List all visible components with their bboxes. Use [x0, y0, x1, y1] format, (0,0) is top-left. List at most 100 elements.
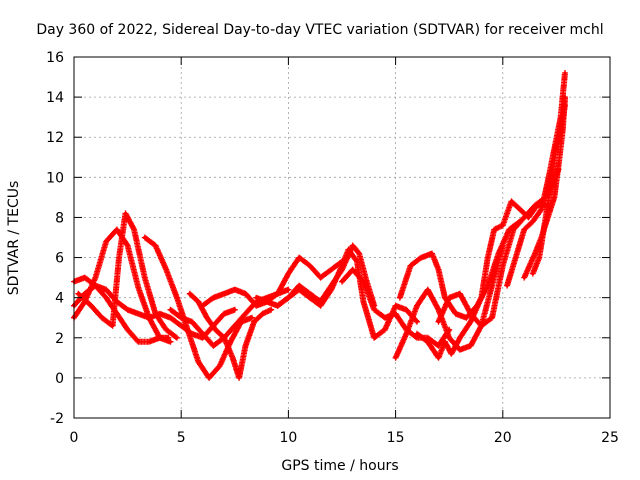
data-point [233, 288, 237, 292]
data-point [100, 316, 104, 320]
x-axis-label: GPS time / hours [281, 458, 398, 474]
data-point [415, 304, 419, 308]
data-point [492, 227, 496, 232]
data-point [507, 227, 511, 232]
data-point [436, 320, 441, 324]
data-point [355, 259, 359, 264]
data-point [436, 344, 441, 348]
data-point [531, 272, 535, 276]
data-point [563, 103, 567, 107]
data-point [436, 267, 441, 272]
data-point [449, 352, 453, 356]
data-point [254, 304, 258, 308]
data-point [153, 312, 158, 316]
y-tick-label: 12 [46, 130, 64, 146]
data-point [329, 288, 333, 292]
data-point [269, 308, 273, 312]
data-point [430, 251, 434, 256]
data-point [533, 251, 537, 256]
data-point [426, 288, 430, 292]
data-point [196, 360, 200, 364]
data-point [552, 195, 556, 199]
data-point [415, 332, 419, 336]
data-point [458, 348, 462, 352]
data-point [522, 276, 526, 280]
data-point [297, 255, 301, 260]
x-tick-label: 15 [387, 430, 405, 446]
series-12 [392, 242, 506, 361]
data-point [496, 251, 501, 256]
data-point [398, 296, 402, 300]
data-point [563, 71, 567, 75]
data-point [514, 255, 518, 260]
y-tick-label: 10 [46, 170, 64, 186]
x-tick-label: 20 [494, 430, 512, 446]
data-point [222, 312, 226, 316]
data-point [104, 288, 108, 292]
data-point [509, 199, 513, 203]
data-point [394, 304, 398, 308]
data-point [190, 320, 194, 324]
data-point [297, 284, 301, 288]
data-point [318, 276, 323, 280]
data-point [426, 340, 430, 344]
data-point [186, 328, 190, 332]
data-point [126, 243, 130, 248]
series-4 [75, 210, 180, 341]
data-point [550, 175, 554, 179]
data-point [136, 286, 140, 290]
data-point [147, 340, 151, 344]
data-point [233, 324, 237, 328]
data-point [211, 296, 215, 300]
data-point [531, 219, 535, 224]
data-point [383, 316, 387, 320]
data-point [522, 227, 526, 232]
data-point [83, 276, 87, 280]
data-point [93, 276, 98, 280]
data-point [201, 332, 205, 336]
data-point [372, 308, 376, 312]
data-point [261, 312, 265, 316]
data-point [537, 255, 541, 260]
data-point [351, 243, 355, 248]
plot-frame [73, 56, 611, 419]
series-14 [414, 198, 549, 361]
data-point [563, 95, 567, 99]
axis-ticks: 0 5 10 15 20 25 -2 0 2 4 6 8 10 12 14 16 [46, 50, 619, 446]
series-10 [274, 246, 420, 341]
data-point [308, 263, 312, 268]
data-point [464, 316, 468, 320]
data-point [143, 235, 147, 240]
data-point [104, 239, 108, 244]
data-point [469, 344, 473, 348]
data-point [501, 263, 505, 268]
data-point [340, 263, 344, 268]
data-point [205, 316, 209, 320]
data-point [394, 356, 398, 360]
y-tick-label: 8 [55, 210, 64, 226]
data-point [404, 308, 408, 312]
data-point [136, 312, 140, 316]
data-point [179, 316, 183, 320]
data-point [233, 308, 237, 312]
data-point [211, 344, 215, 348]
y-tick-label: 2 [55, 331, 64, 347]
data-point [222, 292, 226, 296]
y-tick-label: 16 [46, 50, 64, 66]
data-point [104, 296, 108, 300]
data-point [276, 292, 280, 296]
data-point [363, 276, 368, 280]
data-point [404, 332, 408, 336]
data-point [479, 324, 483, 328]
data-point [436, 308, 441, 312]
data-point [357, 251, 361, 256]
data-point [76, 292, 80, 296]
data-point [454, 312, 458, 316]
data-point [443, 340, 447, 344]
data-point [110, 324, 115, 328]
data-point [175, 296, 179, 300]
data-point [126, 308, 130, 312]
x-tick-label: 10 [279, 430, 297, 446]
grid-lines [74, 57, 610, 418]
